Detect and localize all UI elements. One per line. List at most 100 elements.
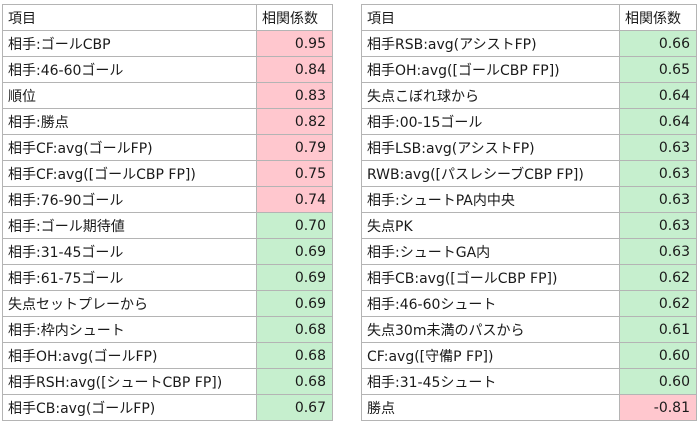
coefficient-cell: 0.69: [256, 238, 333, 265]
table-row: 相手CF:avg([ゴールCBP FP]) 0.75: [2, 160, 333, 187]
item-cell: RWB:avg([パスレシーブCBP FP]): [361, 160, 620, 187]
table-row: 相手:46-60シュート 0.62: [361, 290, 697, 317]
item-cell: 失点30m未満のパスから: [361, 316, 620, 343]
item-cell: 相手RSH:avg([シュートCBP FP]): [2, 368, 257, 395]
item-cell: 失点PK: [361, 212, 620, 239]
item-cell: 相手CF:avg([ゴールCBP FP]): [2, 160, 257, 187]
table-row: 相手:46-60ゴール 0.84: [2, 56, 333, 83]
coefficient-header: 相関係数: [256, 4, 333, 31]
table-row: 相手RSB:avg(アシストFP) 0.66: [361, 30, 697, 57]
left-correlation-table: 項目 相関係数 相手:ゴールCBP 0.95 相手:46-60ゴール 0.84 順位 0.…: [2, 4, 333, 421]
table-row: 相手:ゴール期待値 0.70: [2, 212, 333, 239]
table-row: 失点こぼれ球から 0.64: [361, 82, 697, 109]
item-cell: 相手CB:avg([ゴールCBP FP]): [361, 264, 620, 291]
coefficient-cell: 0.68: [256, 316, 333, 343]
table-row: 順位 0.83: [2, 82, 333, 109]
item-cell: 相手:シュートPA内中央: [361, 186, 620, 213]
coefficient-cell: 0.63: [619, 238, 697, 265]
coefficient-cell: 0.79: [256, 134, 333, 161]
coefficient-cell: 0.65: [619, 56, 697, 83]
item-cell: 相手RSB:avg(アシストFP): [361, 30, 620, 57]
table-row: 相手CB:avg([ゴールCBP FP]) 0.62: [361, 264, 697, 291]
coefficient-cell: 0.95: [256, 30, 333, 57]
table-row: 相手CF:avg(ゴールFP) 0.79: [2, 134, 333, 161]
table-row: 相手CB:avg(ゴールFP) 0.67: [2, 394, 333, 421]
coefficient-cell: 0.68: [256, 368, 333, 395]
coefficient-cell: 0.82: [256, 108, 333, 135]
coefficient-cell: 0.70: [256, 212, 333, 239]
item-cell: 相手:31-45シュート: [361, 368, 620, 395]
table-row: 失点セットプレーから 0.69: [2, 290, 333, 317]
coefficient-cell: 0.63: [619, 134, 697, 161]
table-row: 相手:61-75ゴール 0.69: [2, 264, 333, 291]
item-cell: 相手:31-45ゴール: [2, 238, 257, 265]
coefficient-cell: -0.81: [619, 394, 697, 421]
item-cell: 相手:シュートGA内: [361, 238, 620, 265]
coefficient-cell: 0.69: [256, 264, 333, 291]
table-row: 相手OH:avg(ゴールFP) 0.68: [2, 342, 333, 369]
table-row: 相手:00-15ゴール 0.64: [361, 108, 697, 135]
right-correlation-table: 項目 相関係数 相手RSB:avg(アシストFP) 0.66 相手OH:avg([ゴ…: [361, 4, 697, 421]
item-cell: 相手:61-75ゴール: [2, 264, 257, 291]
coefficient-cell: 0.66: [619, 30, 697, 57]
coefficient-header: 相関係数: [619, 4, 697, 31]
table-row: 相手:シュートGA内 0.63: [361, 238, 697, 265]
item-cell: 相手:00-15ゴール: [361, 108, 620, 135]
item-cell: 相手:ゴール期待値: [2, 212, 257, 239]
coefficient-cell: 0.62: [619, 290, 697, 317]
item-cell: 相手:勝点: [2, 108, 257, 135]
table-row: CF:avg([守備P FP]) 0.60: [361, 342, 697, 369]
table-row: 相手:勝点 0.82: [2, 108, 333, 135]
item-header: 項目: [2, 4, 257, 31]
coefficient-cell: 0.63: [619, 186, 697, 213]
table-row: 相手:76-90ゴール 0.74: [2, 186, 333, 213]
right-table-body: 相手RSB:avg(アシストFP) 0.66 相手OH:avg([ゴールCBP FP…: [361, 30, 697, 421]
table-row: 失点30m未満のパスから 0.61: [361, 316, 697, 343]
table-row: 勝点 -0.81: [361, 394, 697, 421]
item-cell: 順位: [2, 82, 257, 109]
coefficient-cell: 0.63: [619, 160, 697, 187]
item-cell: 相手CF:avg(ゴールFP): [2, 134, 257, 161]
item-cell: 相手:46-60シュート: [361, 290, 620, 317]
item-cell: 失点こぼれ球から: [361, 82, 620, 109]
item-cell: 相手:46-60ゴール: [2, 56, 257, 83]
coefficient-cell: 0.64: [619, 108, 697, 135]
table-row: 相手:ゴールCBP 0.95: [2, 30, 333, 57]
coefficient-cell: 0.60: [619, 342, 697, 369]
item-cell: 相手OH:avg(ゴールFP): [2, 342, 257, 369]
table-row: 相手LSB:avg(アシストFP) 0.63: [361, 134, 697, 161]
table-row: RWB:avg([パスレシーブCBP FP]) 0.63: [361, 160, 697, 187]
table-row: 相手:枠内シュート 0.68: [2, 316, 333, 343]
table-row: 相手:シュートPA内中央 0.63: [361, 186, 697, 213]
coefficient-cell: 0.74: [256, 186, 333, 213]
table-row: 相手RSH:avg([シュートCBP FP]) 0.68: [2, 368, 333, 395]
coefficient-cell: 0.60: [619, 368, 697, 395]
header-row: 項目 相関係数: [361, 4, 697, 31]
coefficient-cell: 0.83: [256, 82, 333, 109]
coefficient-cell: 0.67: [256, 394, 333, 421]
coefficient-cell: 0.63: [619, 212, 697, 239]
coefficient-cell: 0.62: [619, 264, 697, 291]
item-cell: 失点セットプレーから: [2, 290, 257, 317]
item-cell: 相手LSB:avg(アシストFP): [361, 134, 620, 161]
left-table-body: 相手:ゴールCBP 0.95 相手:46-60ゴール 0.84 順位 0.83 相手:勝点 0…: [2, 30, 333, 421]
coefficient-cell: 0.61: [619, 316, 697, 343]
item-cell: 相手CB:avg(ゴールFP): [2, 394, 257, 421]
item-cell: 相手:枠内シュート: [2, 316, 257, 343]
table-row: 相手:31-45シュート 0.60: [361, 368, 697, 395]
coefficient-cell: 0.68: [256, 342, 333, 369]
item-cell: 勝点: [361, 394, 620, 421]
item-cell: 相手:ゴールCBP: [2, 30, 257, 57]
table-row: 失点PK 0.63: [361, 212, 697, 239]
coefficient-cell: 0.64: [619, 82, 697, 109]
item-cell: 相手:76-90ゴール: [2, 186, 257, 213]
item-header: 項目: [361, 4, 620, 31]
coefficient-cell: 0.75: [256, 160, 333, 187]
item-cell: CF:avg([守備P FP]): [361, 342, 620, 369]
table-row: 相手OH:avg([ゴールCBP FP]) 0.65: [361, 56, 697, 83]
coefficient-cell: 0.84: [256, 56, 333, 83]
item-cell: 相手OH:avg([ゴールCBP FP]): [361, 56, 620, 83]
coefficient-cell: 0.69: [256, 290, 333, 317]
table-row: 相手:31-45ゴール 0.69: [2, 238, 333, 265]
header-row: 項目 相関係数: [2, 4, 333, 31]
